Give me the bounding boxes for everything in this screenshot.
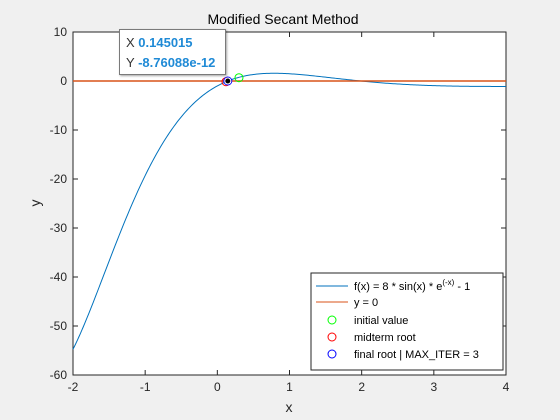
initial-value-marker[interactable] bbox=[234, 73, 244, 83]
x-tick-label: 0 bbox=[214, 380, 221, 394]
x-axis-label: x bbox=[286, 399, 293, 415]
y-tick-label: -30 bbox=[50, 221, 68, 235]
x-tick-label: 1 bbox=[286, 380, 293, 394]
x-tick-label: -2 bbox=[68, 380, 79, 394]
datatip[interactable]: X 0.145015 Y -8.76088e-12 bbox=[119, 29, 226, 75]
final-root-marker[interactable] bbox=[223, 76, 233, 86]
legend-swatch-initial bbox=[327, 315, 337, 325]
legend-swatch-midterm bbox=[327, 332, 337, 342]
datatip-y-row: Y -8.76088e-12 bbox=[126, 53, 225, 73]
y-tick-label: -10 bbox=[50, 123, 68, 137]
x-tick-label: 3 bbox=[430, 380, 437, 394]
y-tick-label: 10 bbox=[54, 25, 68, 39]
y-tick-label: 0 bbox=[60, 74, 67, 88]
series-layer bbox=[72, 72, 506, 350]
y-axis-label: y bbox=[27, 200, 43, 207]
datatip-x-value: 0.145015 bbox=[138, 35, 193, 50]
y-tick-label: -40 bbox=[50, 270, 68, 284]
datatip-anchor[interactable] bbox=[224, 77, 232, 85]
legend-box bbox=[310, 272, 504, 371]
marker-layer bbox=[221, 73, 244, 87]
legend-label-midterm: midterm root bbox=[354, 332, 416, 344]
datatip-y-value: -8.76088e-12 bbox=[138, 55, 216, 70]
legend-label-initial: initial value bbox=[354, 315, 408, 327]
chart-title: Modified Secant Method bbox=[208, 11, 359, 27]
series-f-line bbox=[72, 72, 506, 350]
datatip-x-row: X 0.145015 bbox=[126, 33, 225, 53]
x-tick-label: 4 bbox=[503, 380, 510, 394]
legend[interactable]: f(x) = 8 * sin(x) * e(-x) - 1 y = 0 init… bbox=[310, 272, 504, 371]
y-tick-label: -50 bbox=[50, 319, 68, 333]
y-tick-label: -60 bbox=[50, 368, 68, 382]
x-tick-label: 2 bbox=[358, 380, 365, 394]
legend-label-y0: y = 0 bbox=[354, 297, 378, 309]
legend-label-final: final root | MAX_ITER = 3 bbox=[354, 349, 479, 361]
y-tick-label: -20 bbox=[50, 172, 68, 186]
x-tick-label: -1 bbox=[140, 380, 151, 394]
legend-swatch-final bbox=[327, 349, 337, 359]
datatip-y-label: Y bbox=[126, 55, 135, 70]
datatip-x-label: X bbox=[126, 35, 135, 50]
legend-label-f: f(x) = 8 * sin(x) * e(-x) - 1 bbox=[354, 278, 470, 293]
